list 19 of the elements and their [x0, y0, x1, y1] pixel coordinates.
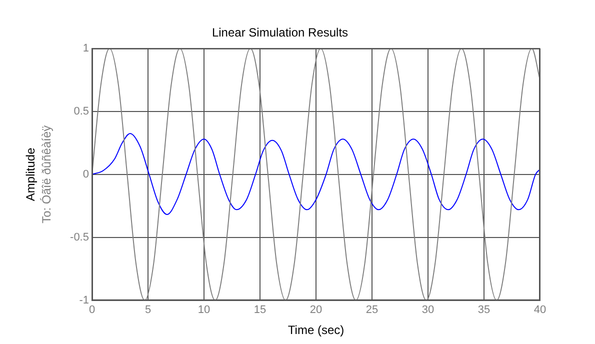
x-tick-label: 15: [254, 304, 266, 316]
x-axis-title: Time (sec): [288, 323, 344, 338]
y-tick-label: 0.5: [74, 105, 89, 118]
chart-title: Linear Simulation Results: [212, 26, 348, 40]
y-tick-label: 0: [82, 168, 89, 180]
x-tick-label: 10: [198, 304, 210, 316]
line-series: [92, 132, 540, 215]
x-tick-label: 30: [422, 304, 434, 316]
text: To: Óãîë ðûñêàíèÿ: [39, 125, 54, 224]
x-tick-label: 5: [144, 304, 152, 316]
x-tick-label: 20: [310, 304, 322, 316]
x-tick-label: 40: [534, 304, 546, 316]
y-tick-label: 1: [82, 42, 89, 54]
y-tick-label: -0.5: [70, 231, 89, 244]
y-tick-label: -1: [79, 294, 89, 306]
line-series: [92, 48, 540, 300]
x-tick-label: 25: [366, 304, 378, 316]
x-tick-label: 35: [478, 304, 490, 316]
y-axis-title: Amplitude: [24, 147, 38, 202]
